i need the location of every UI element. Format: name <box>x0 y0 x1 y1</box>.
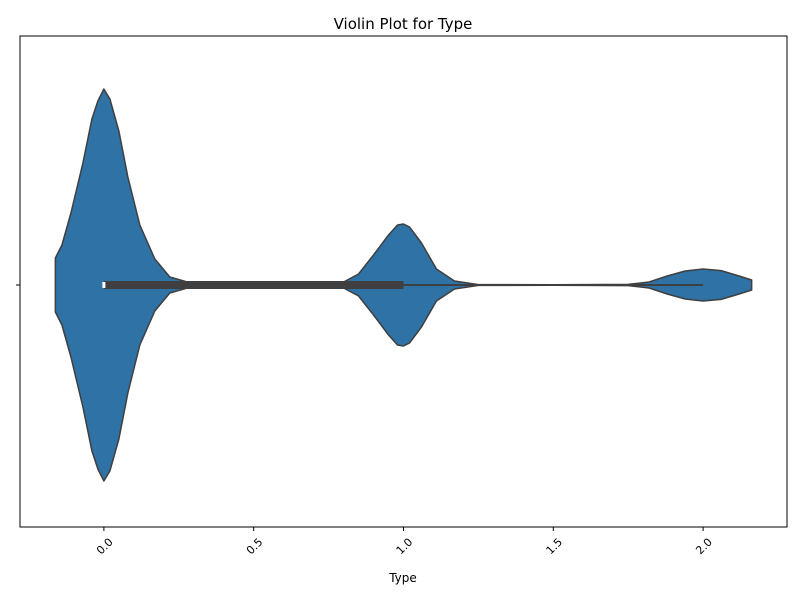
x-tick-label: 0.0 <box>94 536 116 558</box>
x-tick-label: 1.0 <box>394 536 416 558</box>
x-tick-label: 1.5 <box>544 536 566 558</box>
x-axis-label: Type <box>388 571 417 585</box>
x-tick-label: 0.5 <box>244 536 266 558</box>
violin-median-marker <box>102 282 106 288</box>
chart-title: Violin Plot for Type <box>334 15 473 33</box>
x-tick-label: 2.0 <box>693 536 715 558</box>
violin-iqr-box <box>103 281 404 289</box>
